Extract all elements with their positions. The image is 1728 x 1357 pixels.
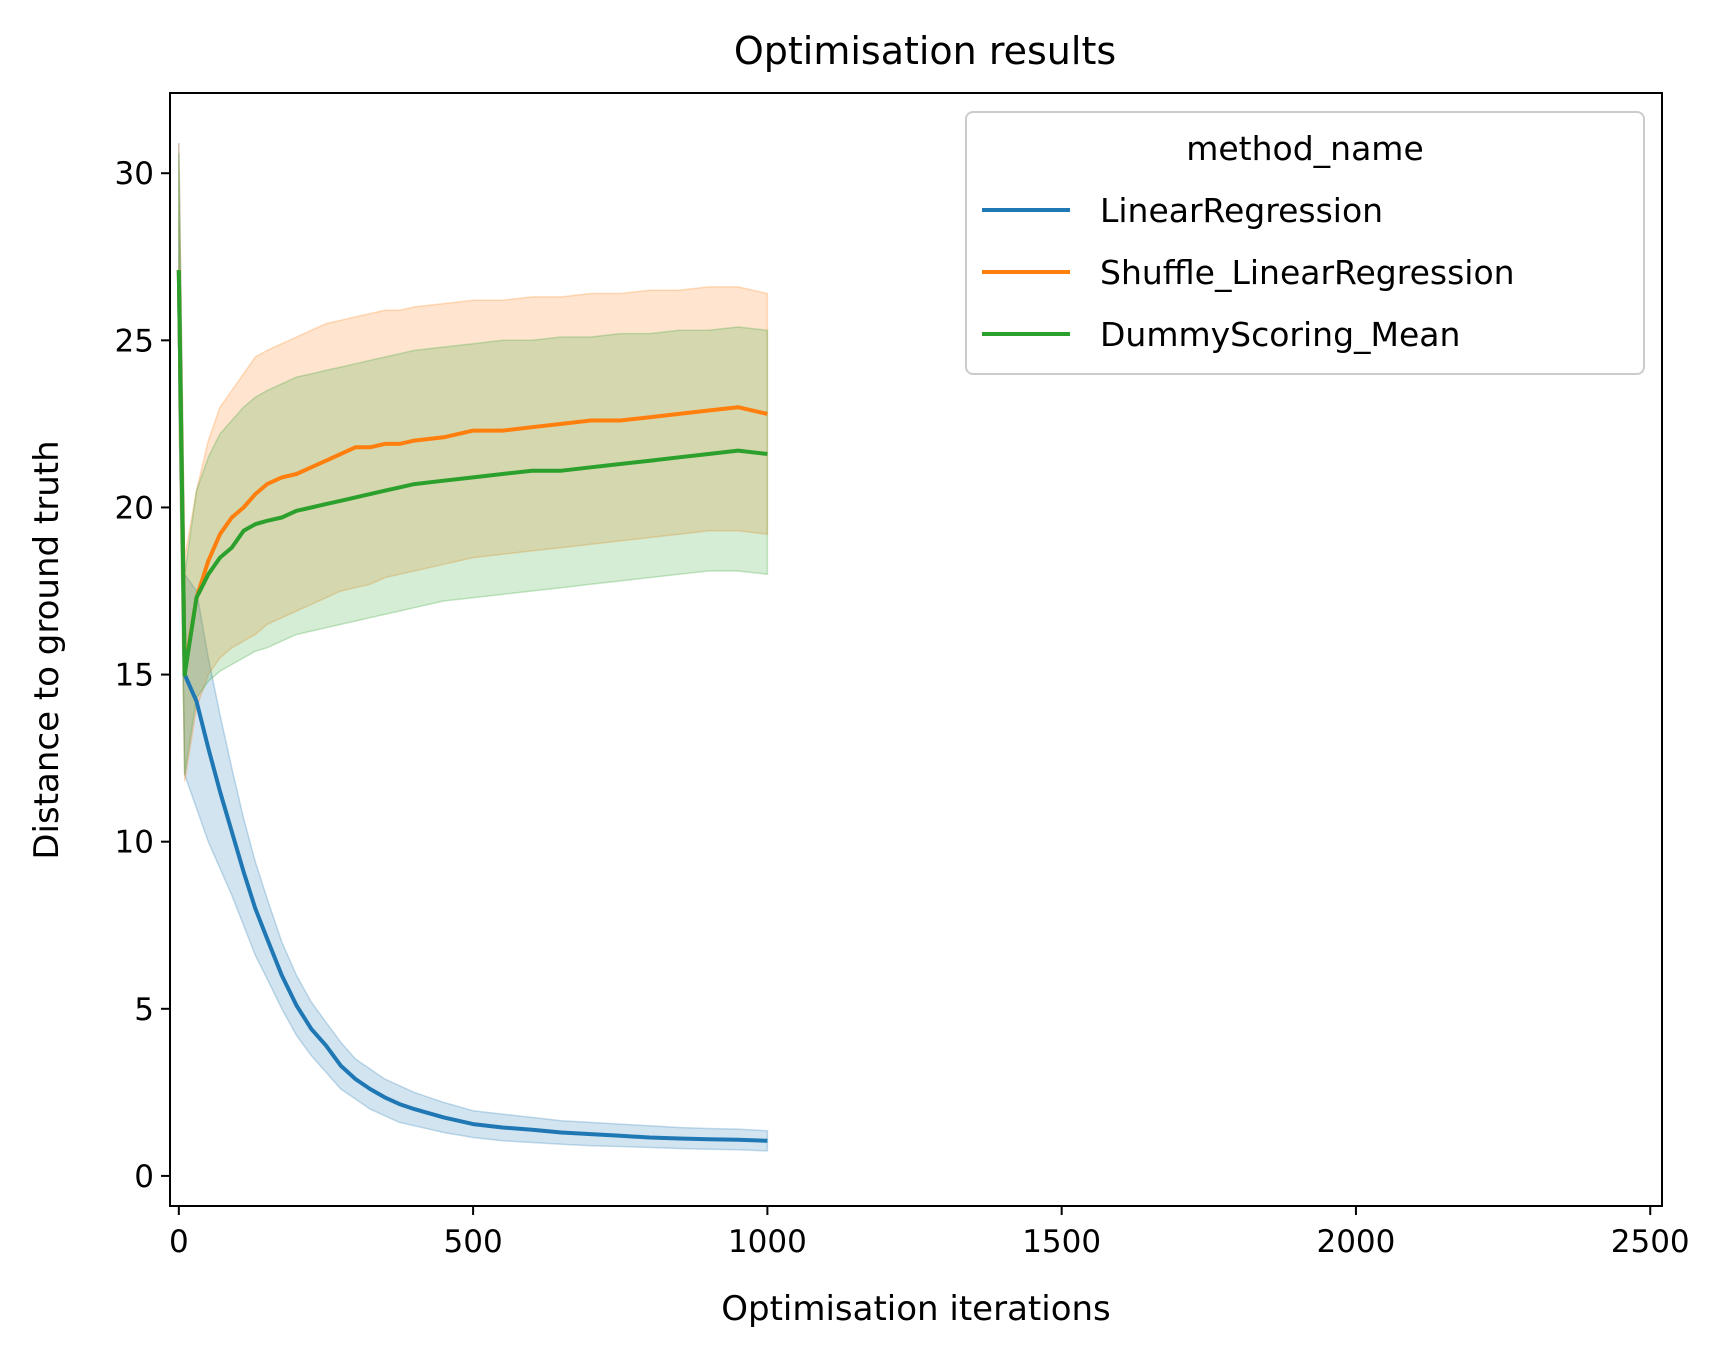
series-line-1 <box>176 270 768 674</box>
x-tick-label: 1000 <box>728 1224 807 1260</box>
y-tick-label: 10 <box>115 825 154 861</box>
y-tick-label: 20 <box>115 490 154 526</box>
legend-label: Shuffle_LinearRegression <box>1100 253 1515 292</box>
confidence-band-2 <box>178 153 769 775</box>
series-line-0 <box>176 270 768 1143</box>
series-lines <box>176 270 768 1143</box>
confidence-band-1 <box>178 143 769 782</box>
y-tick-label: 25 <box>115 323 154 359</box>
x-tick-label: 2500 <box>1611 1224 1690 1260</box>
legend-entries: LinearRegression Shuffle_LinearRegression… <box>982 191 1515 354</box>
legend-label: LinearRegression <box>1100 191 1383 230</box>
chart-title: Optimisation results <box>734 29 1116 73</box>
x-axis-ticks: 0 500 1000 1500 2000 2500 <box>169 1206 1690 1260</box>
y-axis-ticks: 0 5 10 15 20 25 30 <box>115 156 170 1195</box>
x-tick-label: 1500 <box>1022 1224 1101 1260</box>
y-tick-label: 15 <box>115 658 154 694</box>
legend-title: method_name <box>1186 129 1424 168</box>
y-tick-label: 0 <box>134 1159 154 1195</box>
x-axis-label: Optimisation iterations <box>721 1289 1111 1329</box>
y-tick-label: 30 <box>115 156 154 192</box>
x-tick-label: 0 <box>169 1224 189 1260</box>
confidence-band-0 <box>178 143 769 1152</box>
legend-box <box>965 111 1645 375</box>
legend: method_name LinearRegression Shuffle_Line… <box>965 111 1645 375</box>
x-tick-label: 500 <box>444 1224 503 1260</box>
legend-label: DummyScoring_Mean <box>1100 315 1460 354</box>
y-tick-label: 5 <box>134 992 154 1028</box>
confidence-bands <box>178 143 769 1152</box>
y-axis-label: Distance to ground truth <box>27 440 67 859</box>
x-tick-label: 2000 <box>1316 1224 1395 1260</box>
series-line-2 <box>176 270 768 677</box>
plot-frame <box>169 92 1663 1207</box>
